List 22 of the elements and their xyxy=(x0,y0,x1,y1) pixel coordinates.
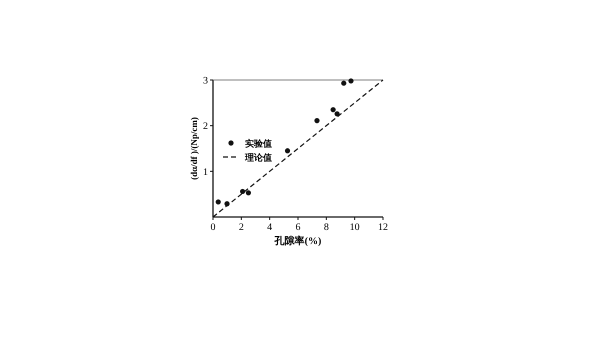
x-tick-label: 12 xyxy=(378,222,388,233)
point xyxy=(348,78,354,84)
point xyxy=(246,190,252,196)
point xyxy=(314,118,320,124)
point xyxy=(334,111,340,116)
point xyxy=(330,107,336,112)
y-tick-label: 2 xyxy=(203,121,208,132)
x-tick-label: 2 xyxy=(238,222,244,233)
x-tick-label: 6 xyxy=(296,222,300,233)
point xyxy=(284,148,290,154)
legend-label: 实验值 xyxy=(245,138,272,148)
point xyxy=(341,80,346,86)
x-tick-label: 4 xyxy=(267,222,272,233)
y-axis-title: (dα/df )/(Np/cm) xyxy=(189,117,199,180)
y-tick-label: 1 xyxy=(203,166,208,178)
point xyxy=(216,199,221,205)
legend-label: 理论值 xyxy=(244,152,272,162)
x-tick-label: 10 xyxy=(350,222,360,233)
x-axis-title: 孔隙率(%) xyxy=(274,235,322,247)
x-tick-label: 8 xyxy=(324,222,329,233)
x-tick-label: 0 xyxy=(210,222,216,233)
y-tick-label: 3 xyxy=(203,76,208,86)
